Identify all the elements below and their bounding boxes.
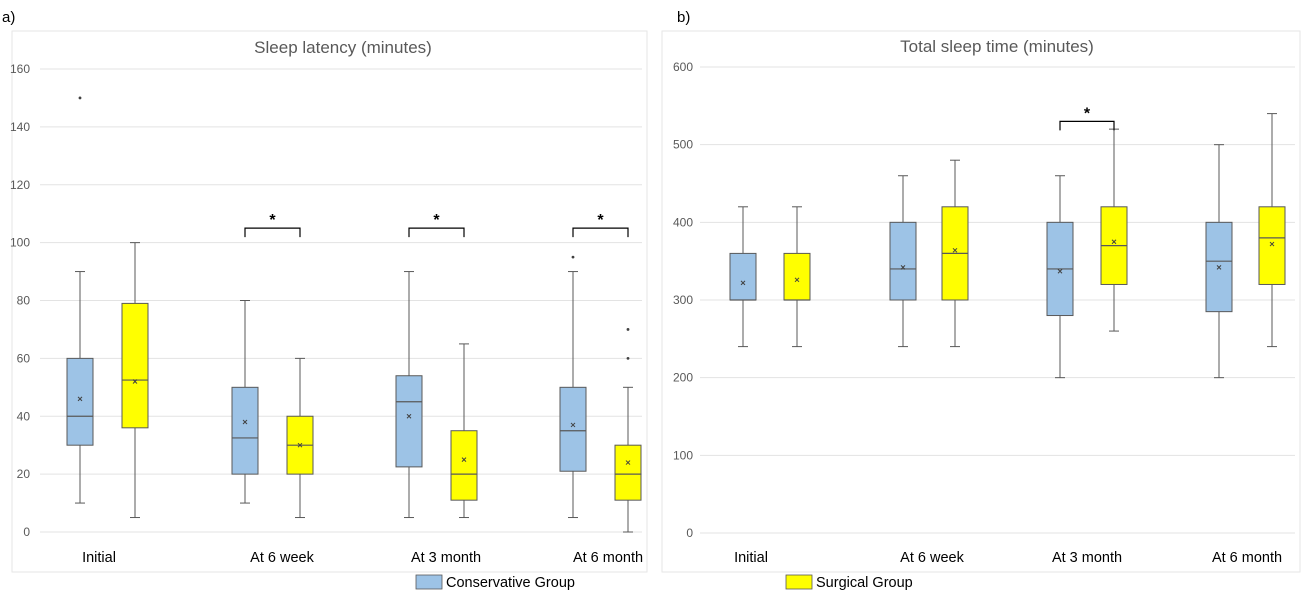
panel-b-title: Total sleep time (minutes) (900, 37, 1094, 56)
legend: Conservative Group Surgical Group (415, 574, 913, 591)
panel-a-surgical-outlier (626, 328, 630, 331)
panel-a-surgical-mean-marker (132, 379, 138, 384)
panel-a-significance-bracket (408, 227, 465, 238)
panel-b-plot: 0 100 200 300 400 500 600 Initial At 6 week At 3 … (673, 60, 1295, 566)
panel-a-x-tick-label: Initial (82, 550, 116, 566)
panel-a-conservative-mean-marker (77, 396, 83, 402)
panel-b-x-tick-label: At 6 month (1212, 550, 1282, 566)
panel-b-y-tick-label: 0 (686, 526, 693, 540)
panel-a-surgical-box (121, 302, 149, 429)
panel-b-x-tick-label: Initial (734, 550, 768, 566)
panel-b-y-tick-label: 600 (673, 60, 693, 74)
panel-b-significance-bracket (1059, 120, 1115, 131)
panel-b-surgical-box (783, 252, 811, 301)
panel-a-x-tick-label: At 6 week (250, 550, 314, 566)
panel-b-x-tick-label: At 3 month (1052, 550, 1122, 566)
panel-b-surgical-mean-marker (794, 277, 800, 283)
panel-a-y-tick-label: 80 (17, 294, 31, 308)
panel-a-y-tick-label: 0 (23, 525, 30, 539)
panel-a-conservative-box (395, 375, 423, 468)
panel-a-y-tick-label: 20 (17, 467, 31, 481)
panel-a-surgical-outlier (626, 356, 630, 360)
panel-a-significance-bracket (244, 227, 301, 238)
panel-a-title: Sleep latency (minutes) (254, 38, 432, 57)
panel-a-surgical-mean-marker (461, 457, 467, 463)
panel-a-label: a) (2, 9, 15, 26)
panel-a-conservative-outlier (571, 255, 575, 259)
panel-b-y-tick-label: 200 (673, 371, 693, 385)
panel-b-significance-star: * (1084, 105, 1091, 122)
panel-a-y-tick-label: 100 (10, 236, 30, 250)
panel-a-conservative-box (231, 386, 259, 475)
panel-b-conservative-box (729, 252, 757, 301)
panel-a-conservative-mean-marker (242, 419, 248, 425)
panel-a-y-tick-label: 160 (10, 62, 30, 76)
panel-b-y-tick-label: 500 (673, 138, 693, 152)
panel-a-surgical-box (450, 430, 478, 501)
panel-b-surgical-mean-marker (1269, 241, 1275, 247)
legend-swatch-conservative (415, 574, 443, 590)
panel-a-significance-star: * (433, 212, 440, 229)
panel-b-y-tick-label: 100 (673, 448, 693, 462)
panel-a-conservative-outlier (78, 96, 82, 100)
panel-a-y-tick-label: 60 (17, 351, 31, 365)
legend-label-surgical: Surgical Group (816, 575, 913, 591)
panel-b-surgical-box (1258, 206, 1286, 285)
panel-b-surgical-mean-marker (952, 247, 958, 253)
panel-a-conservative-box (559, 386, 587, 472)
panel-a-significance-bracket (572, 227, 629, 238)
panel-a-conservative-box (66, 357, 94, 446)
legend-swatch-surgical (785, 574, 813, 590)
panel-b-label: b) (677, 9, 690, 26)
panel-a-y-tick-label: 120 (10, 178, 30, 192)
panel-b-conservative-box (889, 221, 917, 301)
panel-b-conservative-mean-marker (1216, 265, 1222, 270)
legend-label-conservative: Conservative Group (446, 575, 575, 591)
panel-b-conservative-mean-marker (740, 280, 746, 286)
panel-a-x-tick-label: At 6 month (573, 550, 643, 566)
panel-a-y-tick-label: 140 (10, 120, 30, 134)
panel-a-surgical-box (614, 444, 642, 501)
panel-a-surgical-mean-marker (297, 442, 303, 448)
panel-a-surgical-mean-marker (625, 460, 631, 465)
panel-b-conservative-mean-marker (1057, 268, 1063, 274)
panel-b-surgical-mean-marker (1111, 239, 1117, 245)
panel-a-conservative-mean-marker (570, 422, 576, 428)
panel-b-y-tick-label: 400 (673, 215, 693, 229)
panel-a-plot: 0 20 40 60 80 100 120 140 160 Initial At 6 week At … (10, 62, 643, 566)
panel-b-y-tick-label: 300 (673, 293, 693, 307)
panel-b-conservative-mean-marker (900, 265, 906, 270)
panel-a-conservative-mean-marker (406, 413, 412, 419)
panel-a-significance-star: * (597, 212, 604, 229)
panel-a-y-tick-label: 40 (17, 409, 31, 423)
panel-a-significance-star: * (269, 212, 276, 229)
panel-b-x-tick-label: At 6 week (900, 550, 964, 566)
panel-a-x-tick-label: At 3 month (411, 550, 481, 566)
